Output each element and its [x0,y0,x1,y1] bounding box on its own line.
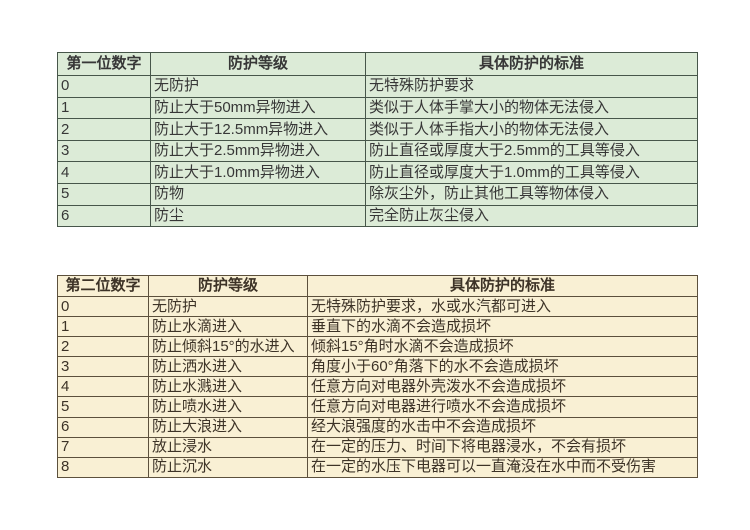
header-cell: 防护等级 [150,52,366,76]
table-row: 1 防止水滴进入 垂直下的水滴不会造成损坏 [57,316,698,338]
table-cell: 3 [57,139,151,163]
table-cell: 无特殊防护要求 [365,75,698,98]
table-cell: 6 [57,416,149,438]
table-cell: 1 [57,96,151,120]
table-cell: 防止喷水进入 [148,396,308,418]
table-cell: 防止洒水进入 [148,356,308,378]
first-digit-table: 第一位数字 防护等级 具体防护的标准 0 无防护 无特殊防护要求 1 防止大于50mm异物进入… [57,52,698,228]
table-cell: 类似于人体手掌大小的物体无法侵入 [365,96,698,120]
header-cell: 防护等级 [148,275,308,297]
table-cell: 倾斜15°角时水滴不会造成损坏 [307,336,698,358]
table-row: 5 防止喷水进入 任意方向对电器进行喷水不会造成损坏 [57,396,698,418]
table-row: 6 防尘 完全防止灰尘侵入 [57,204,698,228]
table-cell: 2 [57,118,151,141]
header-row: 第一位数字 防护等级 具体防护的标准 [57,52,698,76]
table-cell: 5 [57,182,151,206]
table-cell: 0 [57,75,151,98]
table-row: 0 无防护 无特殊防护要求 [57,75,698,98]
table-cell: 7 [57,436,149,458]
table-row: 2 防止大于12.5mm异物进入 类似于人体手指大小的物体无法侵入 [57,118,698,141]
table-cell: 5 [57,396,149,418]
table-cell: 防止大于50mm异物进入 [150,96,366,120]
table-cell: 防止沉水 [148,456,308,478]
header-cell: 第二位数字 [57,275,149,297]
table-cell: 1 [57,316,149,338]
table-cell: 经大浪强度的水击中不会造成损坏 [307,416,698,438]
table-cell: 除灰尘外，防止其他工具等物体侵入 [365,182,698,206]
table-cell: 防物 [150,182,366,206]
table-cell: 无防护 [148,295,308,318]
table-row: 7 放止浸水 在一定的压力、时间下将电器浸水，不会有损坏 [57,436,698,458]
table-row: 3 防止洒水进入 角度小于60°角落下的水不会造成损坏 [57,356,698,378]
table-cell: 角度小于60°角落下的水不会造成损坏 [307,356,698,378]
table-row: 8 防止沉水 在一定的水压下电器可以一直淹没在水中而不受伤害 [57,456,698,478]
table-cell: 防止水溅进入 [148,376,308,398]
table-cell: 8 [57,456,149,478]
table-cell: 防止大浪进入 [148,416,308,438]
table-cell: 防止直径或厚度大于2.5mm的工具等侵入 [365,139,698,163]
table-cell: 防止大于12.5mm异物进入 [150,118,366,141]
table-cell: 防止直径或厚度大于1.0mm的工具等侵入 [365,161,698,184]
table-cell: 3 [57,356,149,378]
header-row: 第二位数字 防护等级 具体防护的标准 [57,275,698,297]
table-cell: 防止大于1.0mm异物进入 [150,161,366,184]
table-cell: 放止浸水 [148,436,308,458]
table-cell: 在一定的压力、时间下将电器浸水，不会有损坏 [307,436,698,458]
header-cell: 具体防护的标准 [307,275,698,297]
table-cell: 垂直下的水滴不会造成损坏 [307,316,698,338]
table-cell: 4 [57,376,149,398]
table-cell: 4 [57,161,151,184]
table-row: 4 防止水溅进入 任意方向对电器外壳泼水不会造成损坏 [57,376,698,398]
table-cell: 防止大于2.5mm异物进入 [150,139,366,163]
header-cell: 第一位数字 [57,52,151,76]
table-row: 5 防物 除灰尘外，防止其他工具等物体侵入 [57,182,698,206]
second-digit-table: 第二位数字 防护等级 具体防护的标准 0 无防护 无特殊防护要求，水或水汽都可进入 1 防止水… [57,275,698,478]
table-cell: 类似于人体手指大小的物体无法侵入 [365,118,698,141]
table-cell: 防尘 [150,204,366,228]
table-cell: 无特殊防护要求，水或水汽都可进入 [307,295,698,318]
table-row: 4 防止大于1.0mm异物进入 防止直径或厚度大于1.0mm的工具等侵入 [57,161,698,184]
table-cell: 防止倾斜15°的水进入 [148,336,308,358]
table-row: 0 无防护 无特殊防护要求，水或水汽都可进入 [57,295,698,318]
table-cell: 6 [57,204,151,228]
table-cell: 任意方向对电器外壳泼水不会造成损坏 [307,376,698,398]
table-cell: 完全防止灰尘侵入 [365,204,698,228]
table-row: 6 防止大浪进入 经大浪强度的水击中不会造成损坏 [57,416,698,438]
table-cell: 2 [57,336,149,358]
table-cell: 在一定的水压下电器可以一直淹没在水中而不受伤害 [307,456,698,478]
table-cell: 无防护 [150,75,366,98]
table-cell: 任意方向对电器进行喷水不会造成损坏 [307,396,698,418]
table-cell: 0 [57,295,149,318]
table-row: 3 防止大于2.5mm异物进入 防止直径或厚度大于2.5mm的工具等侵入 [57,139,698,163]
header-cell: 具体防护的标准 [365,52,698,76]
table-row: 2 防止倾斜15°的水进入 倾斜15°角时水滴不会造成损坏 [57,336,698,358]
table-cell: 防止水滴进入 [148,316,308,338]
table-row: 1 防止大于50mm异物进入 类似于人体手掌大小的物体无法侵入 [57,96,698,120]
